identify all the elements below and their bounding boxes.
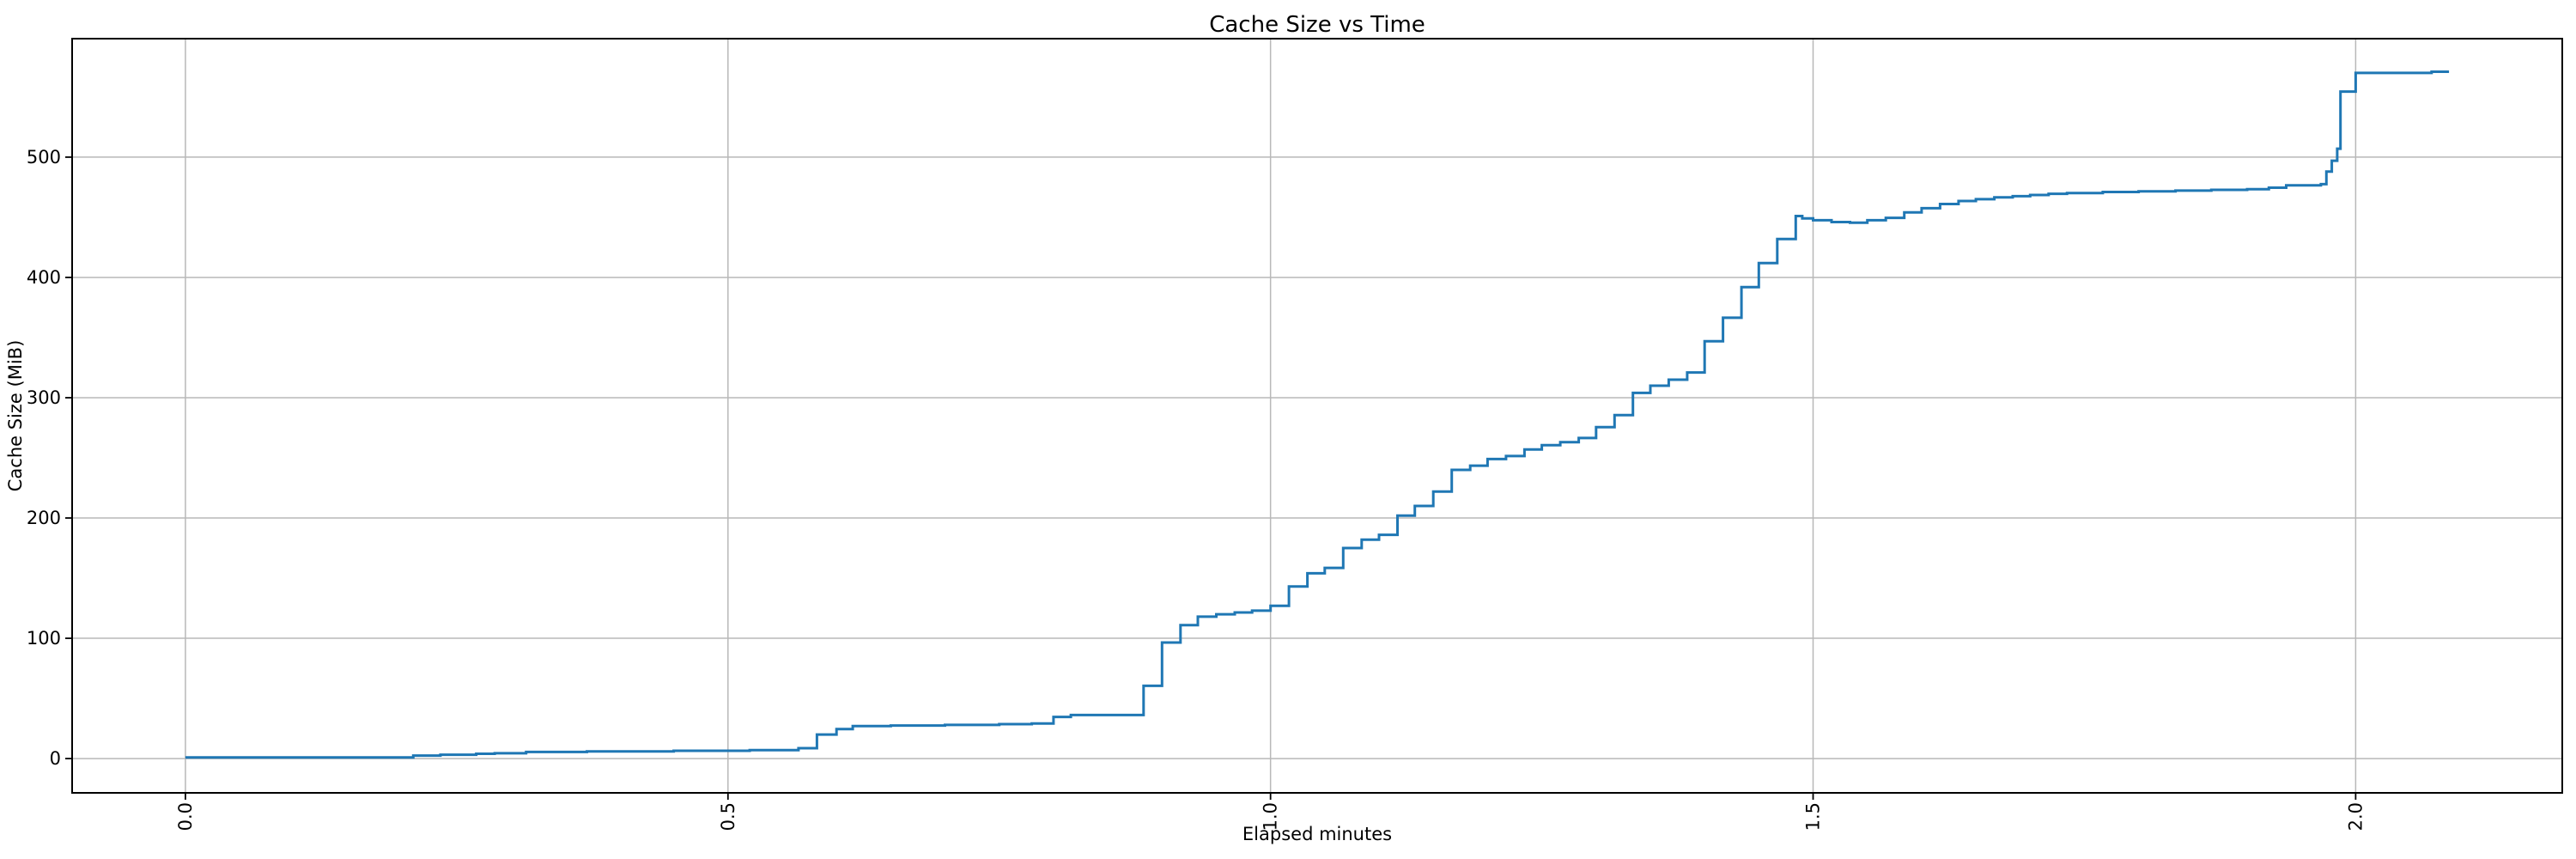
x-tick-label: 0.5 [718,802,738,831]
series-line [185,70,2450,759]
y-tick-label: 200 [27,508,61,528]
y-tick-label: 500 [27,147,61,168]
data-layer [185,70,2450,759]
y-tick-label: 300 [27,387,61,408]
grid-layer [72,39,2562,793]
y-tick-label: 100 [27,628,61,649]
x-tick-label: 0.0 [175,802,196,831]
tick-label-layer: 0.0 0.5 1.0 1.5 2.0 0 100 200 300 400 500 [27,147,2366,831]
axis-layer [65,38,2563,800]
plot-border [71,38,2563,794]
x-tick-label: 1.5 [1803,802,1824,831]
y-tick-label: 0 [50,748,61,769]
x-axis-label: Elapsed minutes [1242,824,1392,844]
chart-title: Cache Size vs Time [1209,12,1425,38]
y-axis-label: Cache Size (MiB) [5,340,26,492]
x-tick-label: 2.0 [2345,802,2366,831]
x-tick-label: 1.0 [1261,802,1281,831]
y-tick-label: 400 [27,267,61,288]
